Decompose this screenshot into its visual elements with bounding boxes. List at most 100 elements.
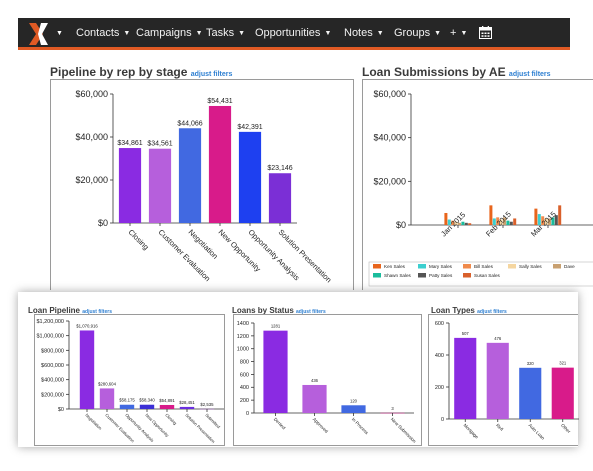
y-tick-label: $20,000	[373, 176, 406, 186]
y-tick-label: 1400	[237, 321, 249, 327]
loans-by-status-panel: 0 200 400 600 800 1000 1200 1400 1281 Denied 436 Ap…	[233, 314, 422, 446]
bar-value-label: $280,604	[98, 381, 117, 386]
x-category-label: New Submission	[390, 417, 418, 445]
x-category-label: Submitted	[204, 412, 221, 429]
bar	[499, 219, 503, 225]
nav-notes[interactable]: Notes ▼	[344, 27, 384, 39]
nav-tasks[interactable]: Tasks ▼	[206, 27, 246, 39]
chevron-down-icon: ▼	[324, 30, 332, 37]
bar	[464, 222, 468, 225]
y-tick-label: $0	[98, 218, 108, 228]
bar	[454, 221, 458, 225]
adjust-filters-link[interactable]: adjust filters	[508, 71, 551, 78]
bar	[537, 214, 541, 225]
y-tick-label: $0	[58, 407, 64, 413]
bar-value-label: $34,861	[117, 140, 142, 147]
nav-campaigns[interactable]: Campaigns ▼	[136, 27, 203, 39]
nav-contacts[interactable]: Contacts ▼	[76, 27, 131, 39]
legend-label: Shawn Sales	[384, 273, 412, 278]
bar-value-label: $44,066	[177, 120, 202, 127]
y-tick-label: 600	[435, 321, 444, 327]
bar	[461, 221, 465, 225]
y-tick-label: $60,000	[373, 89, 406, 99]
chevron-down-icon: ▼	[376, 30, 384, 37]
bar	[489, 205, 493, 225]
nav-add[interactable]: + ▼	[450, 27, 468, 39]
bar-value-label: 436	[311, 378, 319, 383]
legend-swatch	[373, 273, 381, 278]
legend-swatch	[508, 264, 516, 269]
x-category-label: Other	[560, 423, 572, 435]
x-category-label: Refi	[495, 423, 504, 432]
bar	[268, 173, 292, 223]
loan-pipeline-title: Loan Pipeline adjust filters	[28, 306, 112, 315]
loan-types-title: Loan Types adjust filters	[431, 306, 507, 315]
y-tick-label: $40,000	[373, 133, 406, 143]
adjust-filters-link[interactable]: adjust filters	[477, 309, 507, 315]
bar-value-label: 321	[559, 361, 567, 366]
x-category-label: Denied	[273, 417, 287, 431]
pipeline-by-rep-panel: $0 $20,000 $40,000 $60,000 $34,861 Closing $34…	[50, 79, 354, 290]
bar	[79, 330, 95, 409]
bar-value-label: $54,891	[159, 398, 175, 403]
bar-value-label: $34,561	[147, 141, 172, 148]
legend-swatch	[463, 273, 471, 278]
bar-value-label: $28,451	[179, 400, 195, 405]
legend-label: Bill Sales	[474, 264, 494, 269]
bar	[551, 217, 555, 225]
pipeline-by-rep-chart: $0 $20,000 $40,000 $60,000 $34,861 Closing $34…	[75, 89, 333, 284]
bar	[506, 220, 510, 225]
logo-x-icon[interactable]	[29, 23, 53, 45]
bar	[178, 128, 202, 223]
bar	[541, 216, 545, 225]
calendar-icon[interactable]	[479, 26, 492, 39]
nav-groups[interactable]: Groups ▼	[394, 27, 442, 39]
adjust-filters-link[interactable]: adjust filters	[296, 309, 326, 315]
bar	[447, 219, 451, 225]
loan-submissions-title: Loan Submissions by AE adjust filters	[362, 65, 551, 79]
bar-value-label: 120	[350, 398, 358, 403]
bar	[548, 218, 551, 225]
bar	[496, 217, 500, 225]
y-tick-label: 0	[441, 417, 444, 423]
bar	[263, 330, 288, 413]
bar	[208, 105, 232, 223]
chevron-down-icon: ▼	[195, 30, 203, 37]
y-tick-label: $60,000	[75, 89, 108, 99]
bar-value-label: 476	[494, 336, 502, 341]
chevron-down-icon: ▼	[123, 30, 131, 37]
bar	[451, 220, 455, 225]
chevron-down-icon: ▼	[460, 30, 468, 37]
y-tick-label: 1200	[237, 334, 249, 340]
y-tick-label: $800,000	[41, 348, 64, 354]
adjust-filters-link[interactable]: adjust filters	[190, 71, 233, 78]
bar-value-label: $1,070,916	[76, 323, 98, 328]
x-category-label: In Process	[351, 417, 370, 436]
bar	[544, 218, 548, 225]
bar	[179, 406, 195, 409]
bar	[119, 404, 135, 409]
y-tick-label: $20,000	[75, 175, 108, 185]
bar	[519, 367, 542, 419]
bar-value-label: 507	[462, 331, 470, 336]
bar	[513, 218, 517, 225]
bar-value-label: 320	[527, 361, 535, 366]
bar	[139, 404, 155, 409]
bar	[492, 218, 496, 225]
bar	[558, 205, 562, 225]
loan-pipeline-chart: $0 $200,000 $400,000 $600,000 $800,000 $1,000…	[36, 319, 225, 445]
legend-label: Patty Sales	[429, 273, 453, 278]
adjust-filters-link[interactable]: adjust filters	[82, 309, 112, 315]
nav-opportunities[interactable]: Opportunities ▼	[255, 27, 332, 39]
x-category-label: Auto Loan	[528, 423, 546, 441]
top-nav-bar: ▼ Contacts ▼ Campaigns ▼ Tasks ▼ Opportunit…	[18, 18, 570, 50]
y-tick-label: $600,000	[41, 363, 64, 369]
logo-menu-caret-icon[interactable]: ▼	[56, 30, 63, 37]
legend-swatch	[373, 264, 381, 269]
x-category-label: Mortgage	[463, 423, 480, 440]
y-tick-label: $200,000	[41, 392, 64, 398]
bar-value-label: $54,431	[207, 98, 232, 105]
y-tick-label: 0	[246, 411, 249, 417]
y-tick-label: 800	[240, 359, 249, 365]
